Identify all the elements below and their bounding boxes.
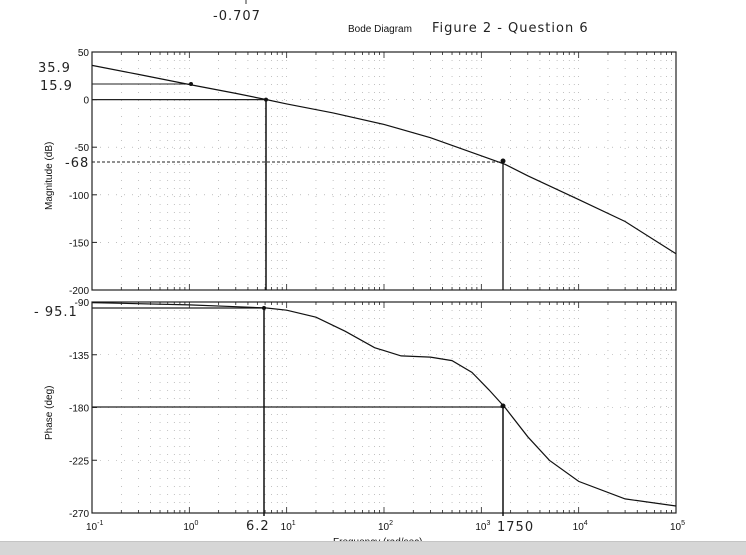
hand-minus68: -68 [65,156,89,171]
phase-plot: -90 -135 -180 -225 -270 Phase (deg) - 95.1 [34,298,677,520]
x-tick-label: 104 [573,520,588,533]
phase-tick-label: -270 [69,509,89,520]
mag-tick-label: -50 [75,143,90,154]
point-crossover-gain [264,97,268,102]
handwritten-title: Figure 2 - Question 6 [432,21,589,36]
frequency-x-ticks: 10-1 100 101 102 103 104 105 [86,52,685,533]
hand-6-2: 6.2 [246,519,270,534]
hand-15-9: 15.9 [40,79,73,94]
window-bottom-bar [0,541,746,555]
magnitude-y-ticks: 50 0 -50 -100 -150 -200 [69,48,97,297]
point-phase-crossover [500,403,506,409]
phase-tick-label: -90 [75,298,90,309]
handwritten-note: -0.707 [213,9,261,24]
mag-tick-label: -200 [69,286,89,297]
magnitude-curve [91,64,677,255]
phase-tick-label: -225 [69,456,89,467]
hand-35-9: 35.9 [38,61,71,76]
phase-y-ticks: -90 -135 -180 -225 -270 [69,298,97,520]
chart-title: Bode Diagram [348,24,412,35]
magnitude-plot: 50 0 -50 -100 -150 -200 Magnitude (dB) 35.9 1… [38,48,677,297]
mag-tick-label: 50 [78,48,90,59]
phase-curve [91,302,677,507]
phase-tick-label: -180 [69,404,89,415]
point-15-9 [189,82,193,86]
x-tick-label: 100 [183,520,198,533]
hand-1750: 1750 [497,520,534,535]
mag-tick-label: -100 [69,191,89,202]
x-tick-label: 10-1 [86,520,103,533]
x-tick-label: 103 [475,520,490,533]
x-tick-label: 102 [378,520,393,533]
x-tick-label: 105 [670,520,685,533]
mag-tick-label: -150 [69,238,89,249]
phase-tick-label: -135 [69,351,89,362]
phase-axis-label: Phase (deg) [44,386,55,440]
point-minus68 [500,158,506,164]
x-tick-label: 101 [281,520,296,533]
magnitude-axis-label: Magnitude (dB) [44,142,55,210]
hand-minus95-1: - 95.1 [34,305,78,320]
magnitude-frame [91,51,677,291]
mag-tick-label: 0 [83,96,89,107]
point-phase-gain-crossover [262,306,266,310]
magnitude-grid [92,52,676,290]
